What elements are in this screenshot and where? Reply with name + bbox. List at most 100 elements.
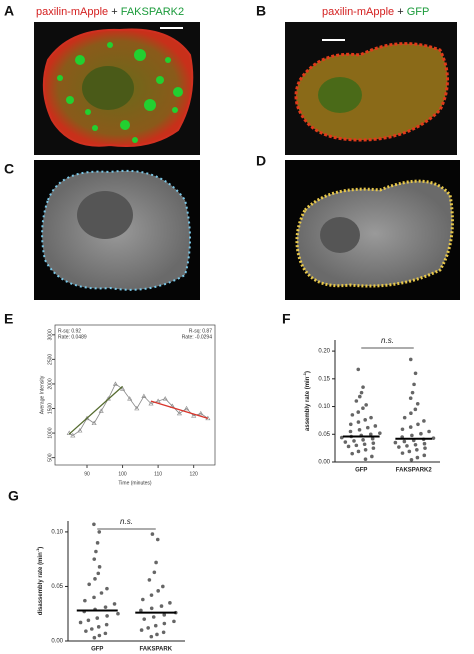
data-point (147, 578, 152, 582)
data-point (92, 557, 97, 561)
y-tick-label: 500 (47, 453, 53, 462)
data-point (94, 549, 98, 554)
y-tick-label: 0.15 (318, 376, 330, 382)
data-point (176, 410, 182, 416)
data-point (139, 608, 143, 613)
x-tick-label: 110 (154, 471, 162, 477)
data-point (362, 442, 367, 447)
data-point (104, 622, 109, 627)
data-point (356, 449, 361, 454)
data-point (405, 444, 409, 448)
data-point (357, 394, 362, 399)
data-point (378, 431, 382, 435)
data-point (346, 444, 351, 449)
data-point (112, 602, 117, 606)
data-point (161, 584, 165, 589)
significance-label: n.s. (120, 517, 133, 526)
data-point (370, 436, 375, 441)
data-point (407, 449, 412, 454)
data-point (98, 408, 104, 413)
data-point (149, 634, 154, 639)
data-point (97, 633, 102, 638)
data-point (350, 451, 355, 456)
data-point (150, 532, 155, 536)
data-point (70, 432, 76, 438)
data-point (373, 424, 378, 428)
panel-letter: F (282, 311, 291, 327)
data-point (416, 422, 420, 427)
data-point (141, 393, 147, 399)
panel-letter: G (8, 488, 19, 504)
data-point (356, 410, 361, 414)
data-point (413, 407, 418, 412)
data-point (363, 418, 367, 422)
data-point (402, 415, 407, 420)
x-tick-label: 90 (84, 471, 90, 477)
y-label-end: ) (305, 371, 311, 373)
micrograph (34, 160, 200, 300)
data-point (172, 619, 176, 624)
y-tick-label: 0.00 (51, 639, 63, 645)
data-point (97, 565, 102, 569)
data-point (397, 445, 401, 449)
data-point (415, 401, 420, 406)
significance-label: n.s. (381, 336, 394, 345)
data-point (431, 436, 436, 440)
data-point (139, 628, 144, 632)
micrograph (285, 22, 457, 155)
data-point (408, 396, 413, 401)
data-point (348, 429, 353, 434)
y-tick-label: 3000 (47, 329, 53, 340)
data-point (96, 625, 101, 629)
data-point (83, 598, 87, 603)
data-point (146, 626, 150, 630)
data-point (408, 425, 413, 429)
y-axis-label: disassembly rate (min-1) (35, 547, 44, 616)
data-point (413, 443, 418, 447)
data-point (402, 439, 407, 444)
data-point (92, 522, 96, 527)
y-tick-label: 1000 (47, 427, 53, 438)
data-point (156, 589, 160, 593)
data-point (162, 613, 167, 617)
data-point (92, 595, 96, 600)
y-axis-label: assembly rate (min-1) (302, 371, 311, 431)
data-point (92, 635, 97, 640)
y-label-sup: -1 (302, 372, 307, 376)
data-point (363, 457, 368, 462)
data-point (350, 413, 355, 417)
data-point (168, 601, 172, 605)
x-tick-label: 100 (118, 471, 127, 477)
data-point (422, 453, 427, 458)
data-point (423, 446, 427, 450)
data-point (149, 593, 154, 597)
micrograph (285, 160, 460, 300)
data-point (127, 396, 133, 401)
y-label-text: disassembly rate (min (38, 552, 44, 615)
panel-label: paxilin-mApple + GFP (322, 6, 429, 18)
plot-frame (54, 324, 216, 466)
data-point (419, 431, 423, 436)
x-tick-label: FAKSPARK2 (396, 468, 433, 474)
data-point (105, 614, 109, 618)
y-tick-label: 0.05 (318, 432, 330, 438)
data-point (357, 428, 362, 432)
data-point (149, 606, 154, 611)
data-point (112, 381, 118, 386)
data-point (365, 425, 370, 430)
data-point (427, 429, 431, 434)
data-point (400, 427, 405, 432)
data-point (352, 439, 356, 443)
data-point (361, 406, 365, 411)
data-point (84, 629, 88, 633)
annotation: R-sq: 0.92 (58, 328, 81, 334)
panel-letter: D (256, 153, 266, 169)
data-point (105, 586, 109, 591)
data-point (95, 616, 100, 620)
data-point (409, 411, 413, 416)
data-point (363, 448, 368, 452)
data-point (77, 428, 83, 433)
data-point (96, 571, 101, 576)
data-point (415, 448, 419, 452)
data-point (356, 420, 361, 424)
